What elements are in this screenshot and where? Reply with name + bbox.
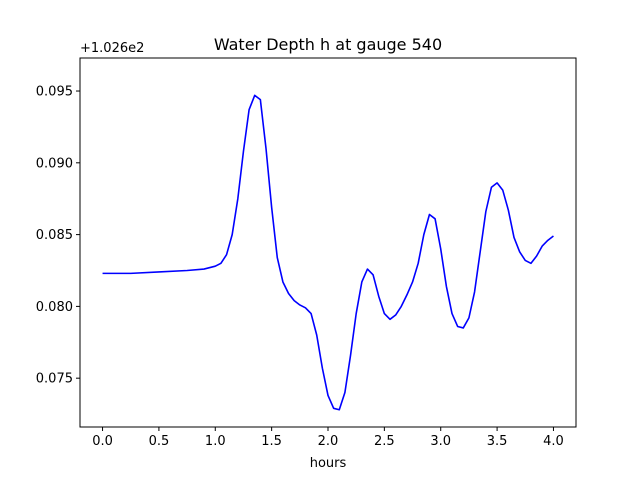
y-tick-label: 0.075 [36, 372, 73, 387]
x-tick-label: 0.5 [149, 434, 170, 449]
y-tick-label: 0.090 [36, 156, 73, 171]
y-tick-label: 0.095 [36, 85, 73, 100]
x-tick-label: 1.5 [261, 434, 282, 449]
y-offset-label: +1.026e2 [80, 41, 144, 56]
x-tick-label: 2.5 [374, 434, 395, 449]
x-tick-label: 1.0 [205, 434, 226, 449]
x-tick-label: 0.0 [92, 434, 113, 449]
x-tick-label: 2.0 [318, 434, 339, 449]
x-tick-label: 4.0 [543, 434, 564, 449]
series-line-0 [102, 94, 554, 411]
x-tick-label: 3.0 [430, 434, 451, 449]
y-tick-label: 0.080 [36, 300, 73, 315]
x-tick-label: 3.5 [487, 434, 508, 449]
chart-title: Water Depth h at gauge 540 [214, 35, 442, 54]
plot-area: 0.0 0.5 1.0 1.5 2.0 2.5 3.0 3.5 4.0 0.075 0.080 0.0… [36, 57, 577, 449]
y-tick-label: 0.085 [36, 228, 73, 243]
x-axis-label: hours [310, 456, 347, 471]
